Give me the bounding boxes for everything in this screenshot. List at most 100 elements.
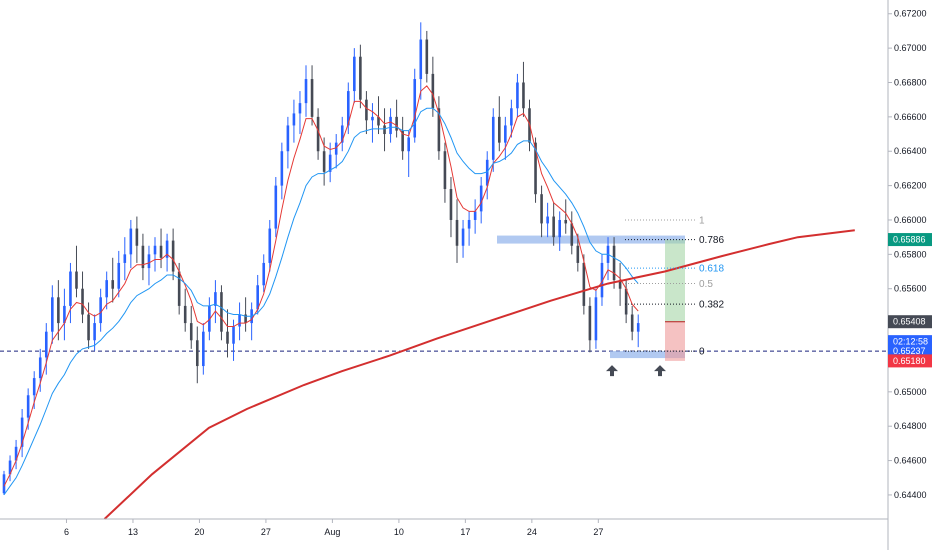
fib-level-label: 0.382 (699, 300, 724, 311)
x-tick-label: 17 (460, 527, 470, 537)
price-tag-label: 0.65180 (893, 356, 926, 366)
fib-level-label: 0 (699, 347, 705, 358)
stop-box (665, 321, 685, 361)
price-tag-label: 0.65237 (893, 346, 926, 356)
candle-body (244, 314, 247, 324)
candle-body (576, 245, 580, 263)
candle-body (612, 245, 616, 281)
candle-body (624, 288, 628, 315)
support-zone (610, 351, 685, 359)
y-tick-label: 0.65600 (894, 284, 927, 294)
fib-level-label: 0.618 (699, 264, 724, 275)
candle-body (449, 189, 453, 220)
fib-level-label: 1 (699, 215, 705, 226)
candle-body (105, 280, 108, 298)
drawing-overlays (0, 235, 888, 361)
x-tick-label: 20 (194, 527, 204, 537)
candle-body (14, 446, 18, 461)
candle-body (81, 288, 84, 315)
candle-body (310, 79, 314, 117)
candle-body (262, 262, 266, 286)
candle-body (510, 108, 513, 126)
candle-body (455, 219, 459, 246)
candle-body (44, 331, 48, 358)
fib-level-label: 0.5 (699, 279, 713, 290)
ema-line-1 (3, 85, 639, 487)
candle-body (479, 185, 483, 212)
candle-body (123, 254, 127, 263)
candle-body (51, 297, 54, 332)
y-tick-label: 0.64400 (894, 490, 927, 500)
x-tick-label: 6 (64, 527, 69, 537)
candle-body (189, 323, 193, 341)
candle-body (407, 137, 410, 152)
candle-body (540, 194, 543, 224)
candle-body (328, 154, 332, 172)
candle-body (534, 142, 537, 195)
candle-body (419, 39, 423, 80)
x-tick-label: 27 (593, 527, 603, 537)
y-tick-label: 0.65800 (894, 249, 927, 259)
candle-body (497, 116, 501, 143)
candle-body (202, 331, 205, 367)
candle-body (87, 314, 90, 341)
candle-body (32, 378, 36, 396)
candle-body (111, 280, 115, 289)
candle-body (431, 73, 435, 109)
candle-body (618, 280, 622, 289)
candle-body (195, 340, 199, 367)
x-tick-label: 27 (261, 527, 271, 537)
candle-body (129, 228, 133, 255)
candle-body (582, 262, 586, 306)
candle-body (256, 285, 259, 310)
price-tag-box (888, 315, 932, 329)
candle-body (2, 474, 6, 494)
candle-body (383, 125, 386, 135)
candle-body (558, 219, 561, 238)
candle-body (63, 305, 66, 324)
candle-body (117, 262, 121, 289)
candle-body (20, 417, 24, 447)
x-tick-label: 10 (394, 527, 404, 537)
candle-body (552, 216, 555, 238)
y-tick-label: 0.66400 (894, 146, 927, 156)
candle-body (141, 245, 145, 269)
candle-body (26, 395, 30, 418)
y-tick-label: 0.64800 (894, 421, 927, 431)
fibonacci-levels: 1 0.786 0.618 0.5 0.382 0 (625, 215, 724, 358)
candle-body (214, 292, 217, 306)
candle-body (8, 460, 12, 475)
candle-body (99, 297, 102, 324)
candle-body (594, 297, 598, 341)
candle-body (630, 314, 634, 332)
candle-body (171, 240, 175, 272)
candle-body (389, 116, 392, 135)
y-tick-label: 0.67000 (894, 43, 927, 53)
candle-body (401, 130, 404, 152)
candle-body (353, 56, 356, 92)
candlestick-series (2, 22, 640, 495)
candle-body (425, 39, 429, 74)
candle-body (153, 245, 157, 255)
resistance-zone (497, 235, 685, 244)
y-tick-label: 0.66600 (894, 112, 927, 122)
candle-body (359, 56, 362, 100)
y-tick-label: 0.66000 (894, 215, 927, 225)
candle-body (38, 357, 42, 379)
candle-body (413, 79, 417, 138)
candle-body (461, 228, 465, 246)
x-tick-label: 13 (128, 527, 138, 537)
candle-body (75, 271, 78, 289)
target-box (665, 239, 685, 322)
candle-body (437, 108, 441, 152)
price-tag-label: 02:12:58 (893, 337, 928, 347)
candle-body (274, 185, 278, 229)
candle-body (280, 151, 284, 186)
candle-body (316, 116, 320, 152)
candle-body (159, 245, 163, 258)
candle-body (304, 79, 308, 104)
candle-body (516, 82, 519, 109)
candle-body (546, 216, 549, 224)
